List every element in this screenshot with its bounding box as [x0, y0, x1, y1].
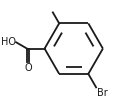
Text: HO: HO: [1, 37, 16, 47]
Text: Br: Br: [97, 88, 107, 98]
Text: O: O: [25, 63, 32, 73]
